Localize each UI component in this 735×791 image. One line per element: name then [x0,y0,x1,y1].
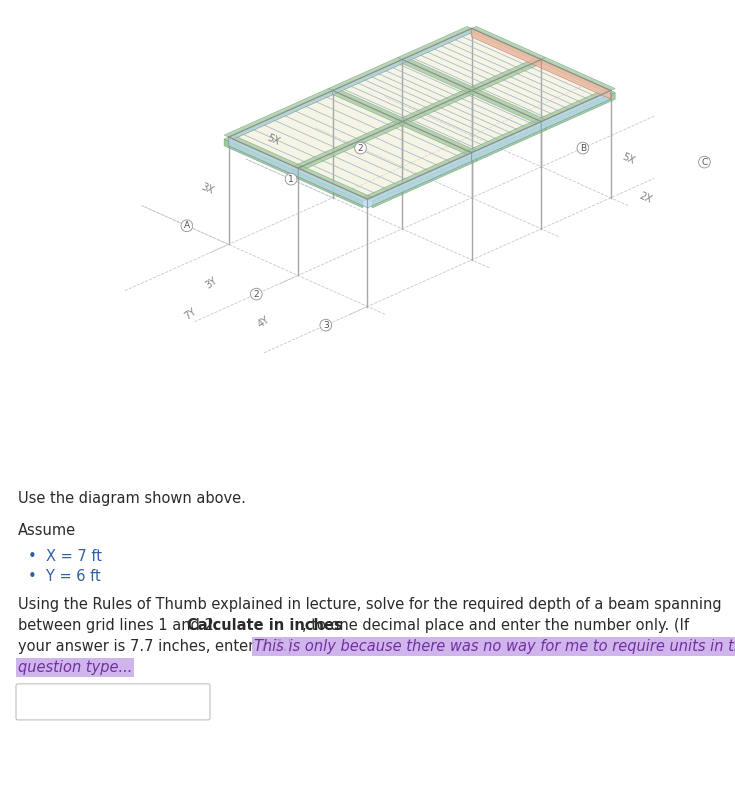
Polygon shape [541,59,611,99]
Text: between grid lines 1 and 2.: between grid lines 1 and 2. [18,618,223,633]
Polygon shape [398,26,476,62]
Text: 3: 3 [323,320,329,330]
Text: your answer is 7.7 inches, enter 7.7.): your answer is 7.7 inches, enter 7.7.) [18,639,298,654]
Polygon shape [472,28,541,68]
Polygon shape [472,59,611,122]
Polygon shape [363,150,476,201]
Text: 4Y: 4Y [256,315,271,330]
Text: •  Y = 6 ft: • Y = 6 ft [28,569,101,584]
Polygon shape [333,59,402,95]
Polygon shape [402,90,541,153]
Polygon shape [229,90,333,142]
Polygon shape [329,89,406,123]
Text: 1: 1 [288,175,294,184]
Text: 2: 2 [358,144,363,153]
Polygon shape [472,122,541,161]
Text: Calculate in inches: Calculate in inches [187,618,343,633]
Text: 7Y: 7Y [182,307,198,322]
Polygon shape [537,89,615,123]
Polygon shape [224,89,337,139]
Text: , to one decimal place and enter the number only. (If: , to one decimal place and enter the num… [302,618,689,633]
Polygon shape [224,135,303,170]
Polygon shape [368,153,472,208]
Polygon shape [293,170,363,208]
Text: 3Y: 3Y [204,275,219,291]
Polygon shape [229,137,298,176]
Polygon shape [467,58,545,93]
Polygon shape [293,166,372,201]
Polygon shape [545,93,615,131]
Polygon shape [298,168,368,208]
Polygon shape [298,122,472,199]
Text: Using the Rules of Thumb explained in lecture, solve for the required depth of a: Using the Rules of Thumb explained in le… [18,596,722,611]
Polygon shape [467,119,545,155]
Text: C: C [701,157,708,167]
Polygon shape [293,119,406,170]
Polygon shape [398,119,476,155]
FancyBboxPatch shape [16,684,210,720]
Text: B: B [580,144,586,153]
Text: Use the diagram shown above.: Use the diagram shown above. [18,490,246,505]
Polygon shape [467,89,545,123]
Polygon shape [476,123,545,161]
Text: A: A [184,221,190,230]
Polygon shape [537,58,615,93]
Polygon shape [229,90,402,168]
Polygon shape [398,58,476,93]
Polygon shape [402,28,472,64]
Text: question type...: question type... [18,660,132,675]
Polygon shape [333,59,472,122]
Polygon shape [372,155,476,208]
Polygon shape [329,58,406,93]
Text: 5X: 5X [620,152,636,166]
Polygon shape [467,26,545,62]
Polygon shape [398,89,476,123]
Text: 2: 2 [254,290,259,298]
Text: This is only because there was no way for me to require units in this: This is only because there was no way fo… [254,639,735,654]
Text: 3X: 3X [200,181,215,195]
Text: 5X: 5X [266,133,282,148]
Polygon shape [541,90,611,131]
Polygon shape [402,28,541,90]
Text: •  X = 7 ft: • X = 7 ft [28,549,102,564]
Polygon shape [224,139,293,177]
Text: Assume: Assume [18,523,76,538]
Text: 2X: 2X [637,191,653,205]
